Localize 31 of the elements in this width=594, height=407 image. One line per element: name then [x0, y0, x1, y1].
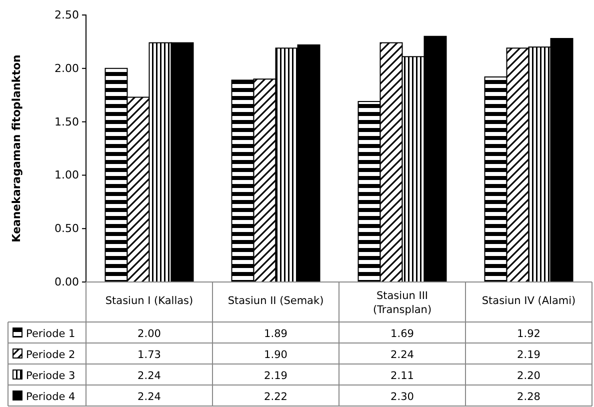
data-label: 2.28 [517, 391, 540, 403]
data-label: 2.11 [390, 370, 414, 382]
data-label: 2.24 [138, 370, 162, 382]
y-tick-label: 0.50 [54, 222, 79, 236]
data-label: 2.00 [138, 328, 161, 340]
data-label: 2.24 [390, 349, 414, 361]
data-label: 1.69 [390, 328, 414, 340]
data-label: 1.73 [138, 349, 161, 361]
data-label: 2.19 [517, 349, 540, 361]
data-label: 2.19 [264, 370, 288, 382]
y-axis-title: Keanekaragaman fitoplankton [10, 54, 23, 242]
y-tick-label: 2.00 [54, 62, 79, 75]
data-label: 2.20 [517, 370, 540, 382]
data-label: 2.30 [390, 391, 414, 403]
y-tick-label: 2.50 [54, 8, 79, 22]
legend-label: Periode 3 [26, 370, 76, 382]
legend-label: Periode 4 [26, 391, 76, 403]
legend-label: Periode 1 [26, 328, 76, 340]
x-tick-label: Stasiun I (Kallas) [105, 295, 194, 307]
data-label: 1.90 [264, 349, 288, 361]
y-tick-label: 1.50 [54, 115, 79, 128]
y-tick-label: 0.00 [54, 276, 79, 289]
data-label: 1.92 [517, 328, 540, 340]
data-label: 2.24 [138, 391, 162, 403]
x-tick-label: Stasiun IV (Alami) [482, 295, 576, 307]
x-tick-label: Stasiun III (Transplan) [372, 290, 432, 316]
y-tick-label: 1.00 [54, 168, 79, 182]
data-label: 2.22 [264, 391, 288, 403]
x-tick-label: Stasiun II (Semak) [228, 295, 324, 307]
legend-label: Periode 2 [26, 349, 76, 361]
data-label: 1.89 [264, 328, 288, 340]
